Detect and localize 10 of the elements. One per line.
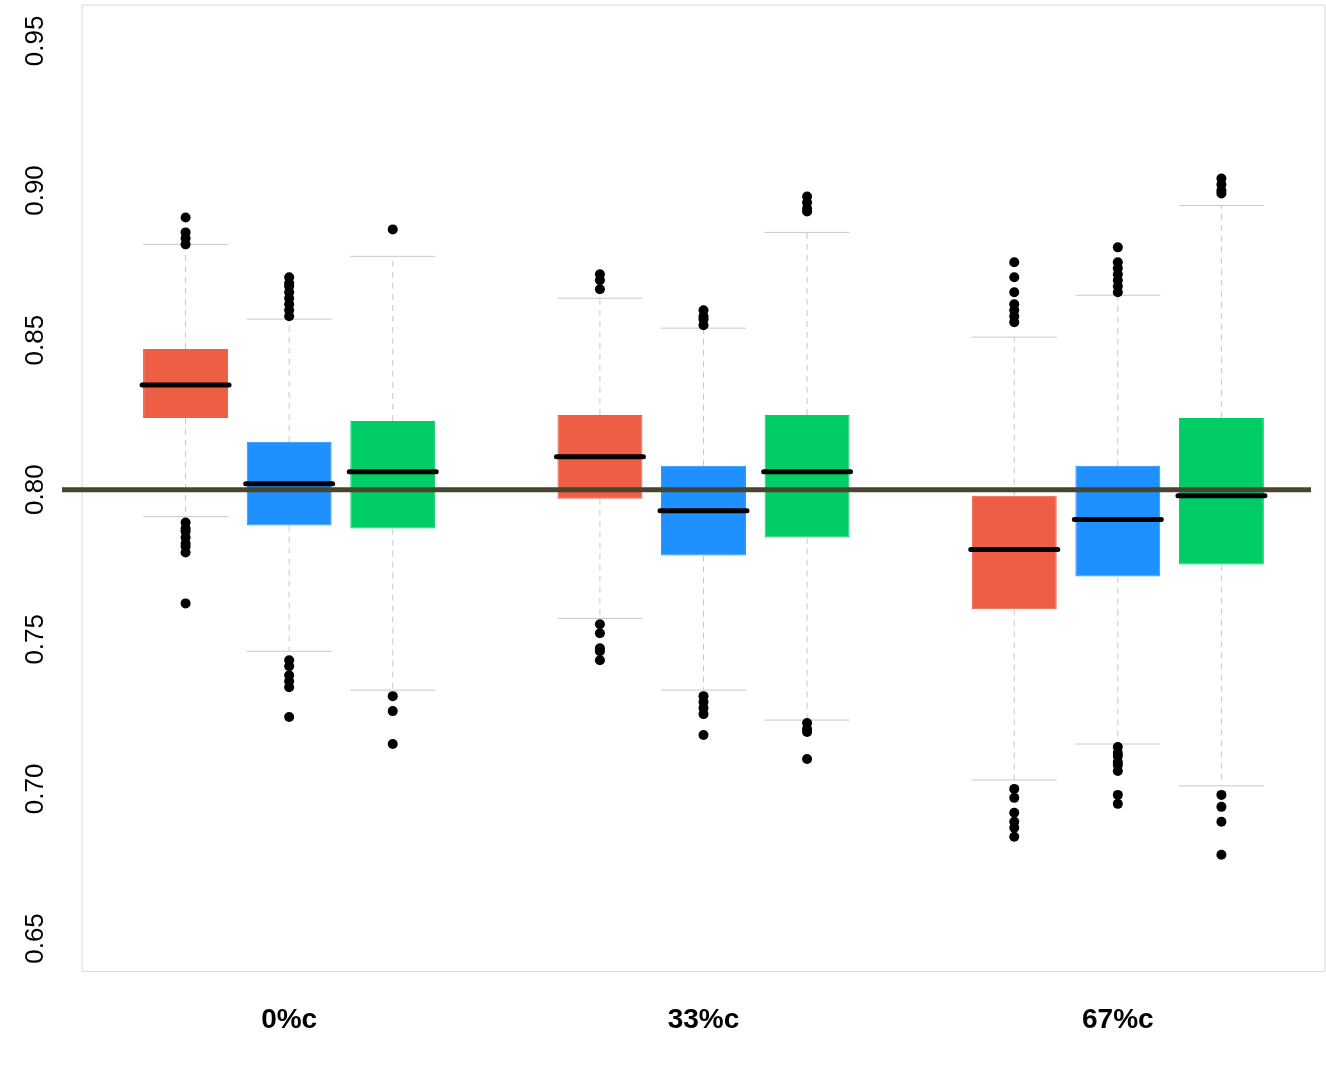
- x-tick-label: 33%c: [667, 1002, 740, 1034]
- y-tick-label: 0.80: [19, 464, 50, 515]
- x-tick-label: 67%c: [1082, 1002, 1154, 1034]
- y-tick-label: 0.85: [19, 314, 50, 366]
- x-tick-label: 0%c: [261, 1002, 318, 1034]
- y-tick-label: 0.95: [19, 15, 50, 67]
- y-tick-label: 0.90: [19, 165, 50, 216]
- y-tick-label: 0.75: [19, 613, 50, 665]
- y-tick-label: 0.70: [19, 763, 50, 815]
- y-tick-label: 0.65: [19, 913, 50, 964]
